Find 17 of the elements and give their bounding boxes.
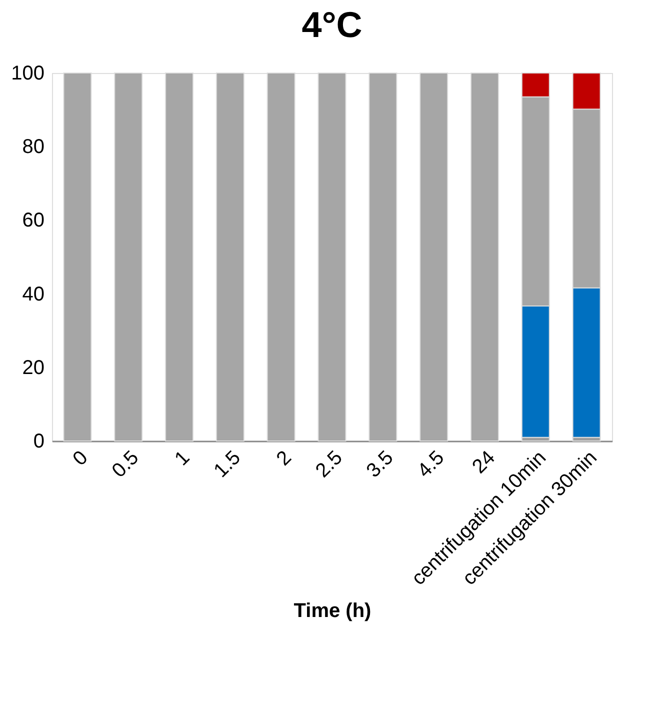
y-tick-label: 80 bbox=[22, 136, 44, 158]
chart-title: 4°C bbox=[302, 4, 362, 45]
y-tick-label: 40 bbox=[22, 283, 44, 306]
x-axis-title: Time (h) bbox=[294, 600, 372, 622]
x-tick-label: 1 bbox=[170, 446, 194, 470]
y-tick-label: 0 bbox=[33, 430, 44, 452]
y-tick-label: 100 bbox=[11, 62, 44, 84]
x-tick-label: 24 bbox=[468, 446, 500, 478]
y-tick-label: 20 bbox=[22, 356, 44, 379]
x-tick-label: 1.5 bbox=[210, 446, 246, 482]
y-tick-label: 60 bbox=[22, 210, 44, 232]
x-tick-label: 4.5 bbox=[413, 446, 449, 482]
x-tick-label: 2.5 bbox=[312, 446, 347, 482]
x-tick-label: 3.5 bbox=[362, 446, 398, 482]
x-tick-label: 0 bbox=[68, 446, 92, 470]
x-tick-label: 2 bbox=[272, 446, 296, 470]
x-tick-label: 0.5 bbox=[108, 446, 144, 482]
